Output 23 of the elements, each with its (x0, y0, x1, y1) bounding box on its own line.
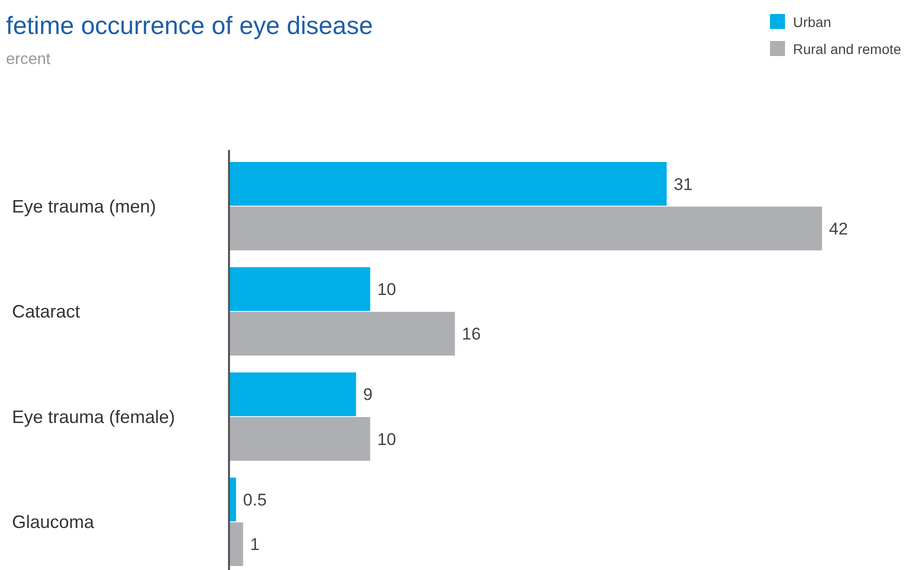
y-tick-label: Eye trauma (men) (12, 196, 156, 216)
bar (229, 372, 356, 416)
data-label: 10 (377, 430, 396, 449)
bar (229, 522, 244, 566)
data-label: 10 (377, 280, 396, 300)
bar (229, 267, 370, 311)
data-label: 31 (674, 174, 693, 194)
data-label: 0.5 (243, 490, 267, 510)
bar (229, 206, 822, 250)
data-label: 42 (829, 219, 848, 238)
data-label: 9 (363, 385, 373, 404)
bar (229, 312, 455, 356)
bar (229, 417, 370, 461)
data-label: 16 (462, 324, 481, 344)
text: ercent (6, 51, 52, 68)
chart-title: fetime occurrence of eye disease (6, 12, 373, 40)
legend-label: Rural and remote (793, 40, 902, 57)
y-tick-label: Glaucoma (12, 512, 96, 532)
legend-label: Urban (793, 14, 832, 30)
bar (229, 162, 667, 206)
y-tick-label: Eye trauma (female) (12, 406, 176, 427)
data-label: 1 (250, 535, 260, 554)
y-tick-label: Cataract (12, 302, 80, 322)
